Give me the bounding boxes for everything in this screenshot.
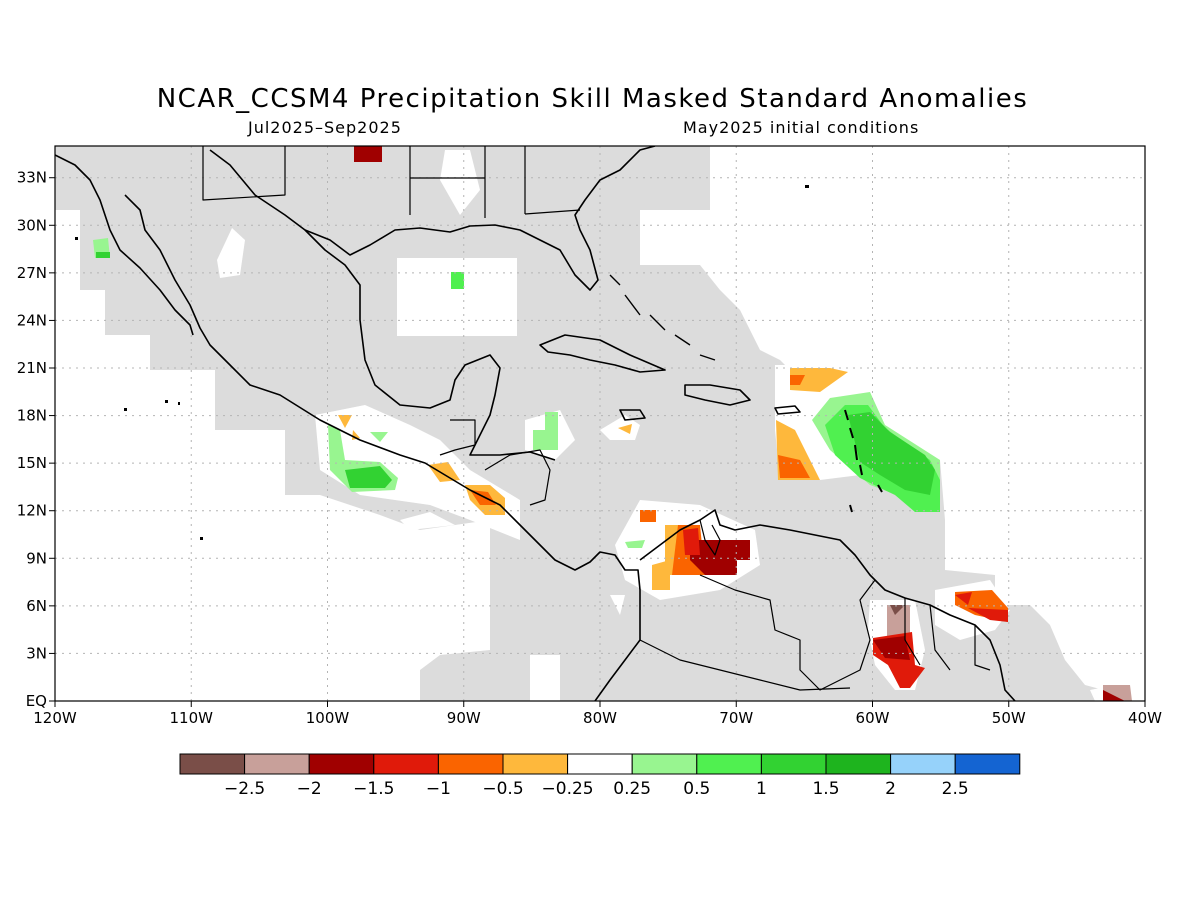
lat-tick-label: 33N bbox=[17, 169, 47, 187]
colorbar-label: −1.5 bbox=[353, 779, 394, 799]
colorbar-label: −1 bbox=[426, 779, 451, 799]
colorbar-label: −0.25 bbox=[542, 779, 594, 799]
colorbar-swatch bbox=[437, 753, 504, 775]
colorbar-label: −2.5 bbox=[224, 779, 265, 799]
lat-tick-label: 12N bbox=[17, 502, 47, 520]
patch-north-gulf-dry bbox=[354, 146, 382, 162]
lon-tick-label: 80W bbox=[583, 709, 617, 727]
lat-tick-label: 27N bbox=[17, 264, 47, 282]
colorbar-swatch bbox=[631, 753, 698, 775]
colorbar-swatch bbox=[502, 753, 569, 775]
patch-guyana-dry bbox=[887, 605, 910, 640]
lat-tick-label: 21N bbox=[17, 359, 47, 377]
lon-tick-label: 50W bbox=[992, 709, 1026, 727]
lat-tick-label: 24N bbox=[17, 311, 47, 329]
colorbar-swatch bbox=[890, 753, 956, 775]
patch-guatemala-dry bbox=[428, 462, 460, 482]
map-field bbox=[55, 146, 1145, 701]
colorbar-label: −0.5 bbox=[482, 779, 523, 799]
colorbar-label: 2 bbox=[885, 779, 896, 799]
colorbar-swatch bbox=[179, 753, 246, 775]
lon-tick-label: 120W bbox=[33, 709, 77, 727]
colorbar: −2.5 −2 −1.5 −1 −0.5 −0.25 0.25 0.5 1 1.5 2 2.5 bbox=[179, 753, 1021, 799]
colorbar-label: −2 bbox=[297, 779, 322, 799]
lon-tick-label: 40W bbox=[1128, 709, 1162, 727]
map-title: NCAR_CCSM4 Precipitation Skill Masked St… bbox=[156, 84, 1029, 114]
lon-tick-label: 70W bbox=[719, 709, 753, 727]
lat-tick-label: 15N bbox=[17, 454, 47, 472]
lat-tick-label: EQ bbox=[26, 692, 47, 710]
patch-venezuela-dry bbox=[690, 540, 750, 575]
lat-tick-label: 6N bbox=[26, 597, 47, 615]
colorbar-swatch bbox=[567, 753, 633, 775]
lat-tick-label: 9N bbox=[26, 549, 47, 567]
colorbar-swatch bbox=[760, 753, 827, 775]
colorbar-label: 1 bbox=[756, 779, 767, 799]
forecast-period: Jul2025–Sep2025 bbox=[248, 118, 402, 137]
lat-tick-label: 18N bbox=[17, 407, 47, 425]
near-normal-areas bbox=[217, 150, 1145, 701]
colorbar-swatch bbox=[244, 753, 310, 775]
patch-gulf-center-wet bbox=[451, 272, 464, 289]
patch-puerto-rico-dry bbox=[790, 368, 848, 392]
skill-mask bbox=[55, 146, 1145, 701]
initial-conditions: May2025 initial conditions bbox=[683, 118, 920, 137]
map-axes: 120W 110W 100W 90W 80W 70W 60W 50W 40W EQ 3N 6N 9N 12… bbox=[17, 169, 1162, 727]
colorbar-swatch bbox=[825, 753, 892, 775]
colorbar-label: 1.5 bbox=[812, 779, 839, 799]
lat-tick-label: 30N bbox=[17, 216, 47, 234]
lon-tick-label: 100W bbox=[306, 709, 350, 727]
lon-tick-label: 110W bbox=[170, 709, 214, 727]
colorbar-swatch bbox=[954, 753, 1021, 775]
anomaly-patches bbox=[93, 146, 1132, 701]
colorbar-swatch bbox=[308, 753, 375, 775]
islands bbox=[75, 185, 809, 540]
colorbar-label: 0.25 bbox=[613, 779, 651, 799]
lat-tick-label: 3N bbox=[26, 644, 47, 662]
coastlines bbox=[55, 146, 1016, 701]
colorbar-label: 2.5 bbox=[942, 779, 969, 799]
lon-tick-label: 60W bbox=[856, 709, 890, 727]
lon-tick-label: 90W bbox=[447, 709, 481, 727]
patch-honduras-coast-wet bbox=[533, 412, 558, 450]
colorbar-label: 0.5 bbox=[683, 779, 710, 799]
colorbar-swatch bbox=[696, 753, 762, 775]
colorbar-swatch bbox=[373, 753, 439, 775]
